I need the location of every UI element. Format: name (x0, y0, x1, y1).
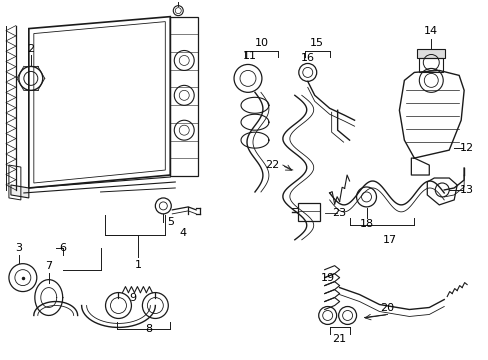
Text: 21: 21 (332, 334, 346, 345)
Text: 2: 2 (27, 44, 34, 54)
Text: 7: 7 (45, 261, 52, 271)
Text: 19: 19 (320, 273, 334, 283)
Text: 16: 16 (300, 54, 314, 63)
Text: 13: 13 (459, 185, 473, 195)
Bar (419, 58, 442, 72)
Text: 12: 12 (459, 143, 473, 153)
Text: 8: 8 (144, 324, 152, 334)
Text: 9: 9 (129, 293, 136, 302)
Text: 17: 17 (382, 235, 396, 245)
Text: 22: 22 (265, 160, 279, 170)
Text: 20: 20 (380, 302, 394, 312)
Bar (297, 203, 319, 221)
Text: 11: 11 (243, 51, 257, 62)
Text: 5: 5 (166, 217, 173, 227)
Polygon shape (11, 185, 29, 198)
Text: 3: 3 (15, 243, 22, 253)
Text: 23: 23 (332, 208, 346, 218)
Text: 15: 15 (309, 37, 323, 48)
Text: 6: 6 (59, 243, 66, 253)
Text: 14: 14 (424, 26, 437, 36)
Text: 10: 10 (254, 37, 268, 48)
Bar (416, 49, 444, 58)
Text: 1: 1 (135, 260, 142, 270)
Bar (170, 17, 198, 176)
Text: 4: 4 (179, 228, 186, 238)
Text: 18: 18 (359, 219, 373, 229)
